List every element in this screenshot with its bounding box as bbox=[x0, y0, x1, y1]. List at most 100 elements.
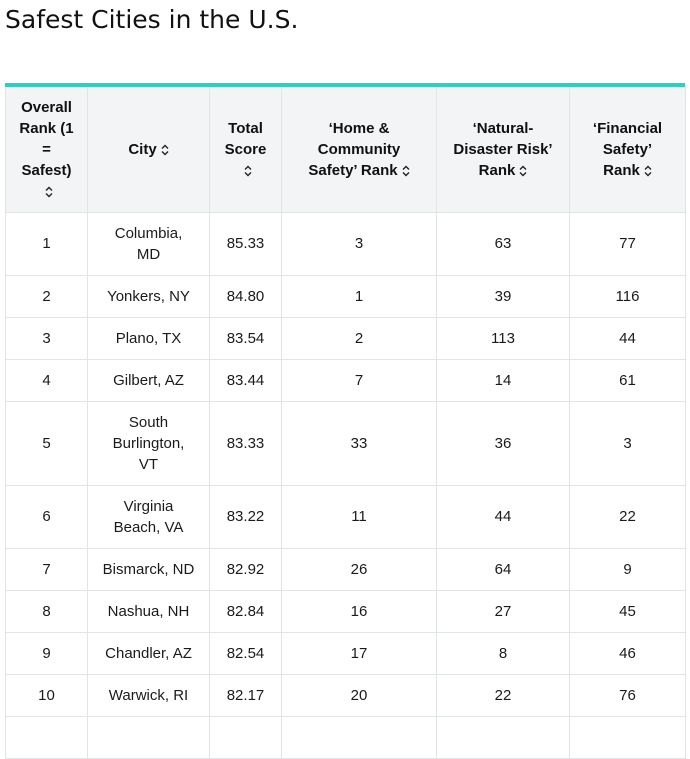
cell-overall-rank: 1 bbox=[5, 212, 88, 276]
cell-home-community-rank: 11 bbox=[281, 485, 437, 549]
cell-city: Virginia Beach, VA bbox=[87, 485, 210, 549]
cell-natural-disaster-rank: 63 bbox=[436, 212, 570, 276]
cell-city: Gilbert, AZ bbox=[87, 359, 210, 402]
table-row-partial bbox=[5, 716, 686, 759]
column-header-label: Overall Rank (1 = Safest) bbox=[19, 98, 74, 179]
cell-total-score: 85.33 bbox=[209, 212, 282, 276]
cell-overall-rank: 5 bbox=[5, 401, 88, 486]
cell-city: Plano, TX bbox=[87, 317, 210, 360]
cell-total-score: 82.17 bbox=[209, 674, 282, 717]
sort-icon[interactable] bbox=[45, 186, 53, 198]
cell-overall-rank: 3 bbox=[5, 317, 88, 360]
column-header-total-score[interactable]: Total Score bbox=[209, 87, 282, 213]
column-header-label: ‘Financial Safety’ Rank bbox=[592, 119, 663, 179]
empty-cell bbox=[281, 716, 437, 759]
cell-total-score: 82.92 bbox=[209, 548, 282, 591]
cell-financial-safety-rank: 46 bbox=[569, 632, 686, 675]
table-row: 1 Columbia, MD 85.33 3 63 77 bbox=[5, 212, 686, 276]
cell-city: South Burlington, VT bbox=[87, 401, 210, 486]
cell-natural-disaster-rank: 39 bbox=[436, 275, 570, 318]
cell-financial-safety-rank: 3 bbox=[569, 401, 686, 486]
column-header-financial-safety-rank[interactable]: ‘Financial Safety’ Rank bbox=[569, 87, 686, 213]
cell-overall-rank: 10 bbox=[5, 674, 88, 717]
empty-cell bbox=[87, 716, 210, 759]
cell-city: Columbia, MD bbox=[87, 212, 210, 276]
column-header-city[interactable]: City bbox=[87, 87, 210, 213]
sort-icon[interactable] bbox=[161, 144, 169, 156]
page-title: Safest Cities in the U.S. bbox=[5, 5, 299, 34]
cell-overall-rank: 2 bbox=[5, 275, 88, 318]
sort-icon[interactable] bbox=[644, 165, 652, 177]
cell-total-score: 83.33 bbox=[209, 401, 282, 486]
cell-financial-safety-rank: 77 bbox=[569, 212, 686, 276]
cell-total-score: 84.80 bbox=[209, 275, 282, 318]
column-header-label: ‘Natural-Disaster Risk’ Rank bbox=[453, 119, 553, 179]
cell-financial-safety-rank: 61 bbox=[569, 359, 686, 402]
cell-city: Warwick, RI bbox=[87, 674, 210, 717]
column-header-label: Total Score bbox=[224, 119, 267, 158]
table-row: 8 Nashua, NH 82.84 16 27 45 bbox=[5, 590, 686, 633]
sort-icon[interactable] bbox=[519, 165, 527, 177]
cell-natural-disaster-rank: 8 bbox=[436, 632, 570, 675]
sort-icon[interactable] bbox=[244, 165, 252, 177]
cell-overall-rank: 8 bbox=[5, 590, 88, 633]
cell-home-community-rank: 20 bbox=[281, 674, 437, 717]
cell-natural-disaster-rank: 44 bbox=[436, 485, 570, 549]
cell-natural-disaster-rank: 14 bbox=[436, 359, 570, 402]
cell-financial-safety-rank: 76 bbox=[569, 674, 686, 717]
column-header-home-community-safety-rank[interactable]: ‘Home & Community Safety’ Rank bbox=[281, 87, 437, 213]
cell-home-community-rank: 26 bbox=[281, 548, 437, 591]
cell-natural-disaster-rank: 27 bbox=[436, 590, 570, 633]
column-header-label: ‘Home & Community Safety’ Rank bbox=[308, 119, 401, 179]
table-row: 4 Gilbert, AZ 83.44 7 14 61 bbox=[5, 359, 686, 402]
table-row: 5 South Burlington, VT 83.33 33 36 3 bbox=[5, 401, 686, 486]
sort-icon[interactable] bbox=[402, 165, 410, 177]
empty-cell bbox=[436, 716, 570, 759]
cell-home-community-rank: 3 bbox=[281, 212, 437, 276]
cell-natural-disaster-rank: 113 bbox=[436, 317, 570, 360]
cell-total-score: 82.54 bbox=[209, 632, 282, 675]
cell-home-community-rank: 7 bbox=[281, 359, 437, 402]
cell-financial-safety-rank: 9 bbox=[569, 548, 686, 591]
cell-home-community-rank: 1 bbox=[281, 275, 437, 318]
cell-financial-safety-rank: 45 bbox=[569, 590, 686, 633]
cell-overall-rank: 7 bbox=[5, 548, 88, 591]
cell-city: Bismarck, ND bbox=[87, 548, 210, 591]
cell-city-text: Virginia Beach, VA bbox=[113, 497, 184, 536]
table-row: 10 Warwick, RI 82.17 20 22 76 bbox=[5, 674, 686, 717]
cell-city: Chandler, AZ bbox=[87, 632, 210, 675]
cell-financial-safety-rank: 22 bbox=[569, 485, 686, 549]
cell-total-score: 83.22 bbox=[209, 485, 282, 549]
cell-city-text: Columbia, MD bbox=[114, 224, 183, 263]
table-row: 2 Yonkers, NY 84.80 1 39 116 bbox=[5, 275, 686, 318]
column-header-label: City bbox=[128, 140, 157, 158]
cell-overall-rank: 4 bbox=[5, 359, 88, 402]
table-container: Overall Rank (1 = Safest) City Total Sco… bbox=[5, 83, 686, 759]
table-row: 3 Plano, TX 83.54 2 113 44 bbox=[5, 317, 686, 360]
cell-financial-safety-rank: 116 bbox=[569, 275, 686, 318]
cell-overall-rank: 6 bbox=[5, 485, 88, 549]
cell-total-score: 82.84 bbox=[209, 590, 282, 633]
cell-total-score: 83.44 bbox=[209, 359, 282, 402]
cell-natural-disaster-rank: 22 bbox=[436, 674, 570, 717]
table-header-row: Overall Rank (1 = Safest) City Total Sco… bbox=[5, 87, 686, 213]
cell-city: Nashua, NH bbox=[87, 590, 210, 633]
table-row: 7 Bismarck, ND 82.92 26 64 9 bbox=[5, 548, 686, 591]
cell-city-text: South Burlington, VT bbox=[112, 413, 185, 473]
empty-cell bbox=[209, 716, 282, 759]
table-row: 9 Chandler, AZ 82.54 17 8 46 bbox=[5, 632, 686, 675]
safest-cities-table: Overall Rank (1 = Safest) City Total Sco… bbox=[5, 87, 686, 759]
column-header-natural-disaster-risk-rank[interactable]: ‘Natural-Disaster Risk’ Rank bbox=[436, 87, 570, 213]
table-row: 6 Virginia Beach, VA 83.22 11 44 22 bbox=[5, 485, 686, 549]
empty-cell bbox=[5, 716, 88, 759]
cell-total-score: 83.54 bbox=[209, 317, 282, 360]
cell-natural-disaster-rank: 36 bbox=[436, 401, 570, 486]
cell-home-community-rank: 17 bbox=[281, 632, 437, 675]
cell-natural-disaster-rank: 64 bbox=[436, 548, 570, 591]
cell-city: Yonkers, NY bbox=[87, 275, 210, 318]
column-header-overall-rank[interactable]: Overall Rank (1 = Safest) bbox=[5, 87, 88, 213]
empty-cell bbox=[569, 716, 686, 759]
cell-home-community-rank: 33 bbox=[281, 401, 437, 486]
cell-overall-rank: 9 bbox=[5, 632, 88, 675]
cell-home-community-rank: 16 bbox=[281, 590, 437, 633]
